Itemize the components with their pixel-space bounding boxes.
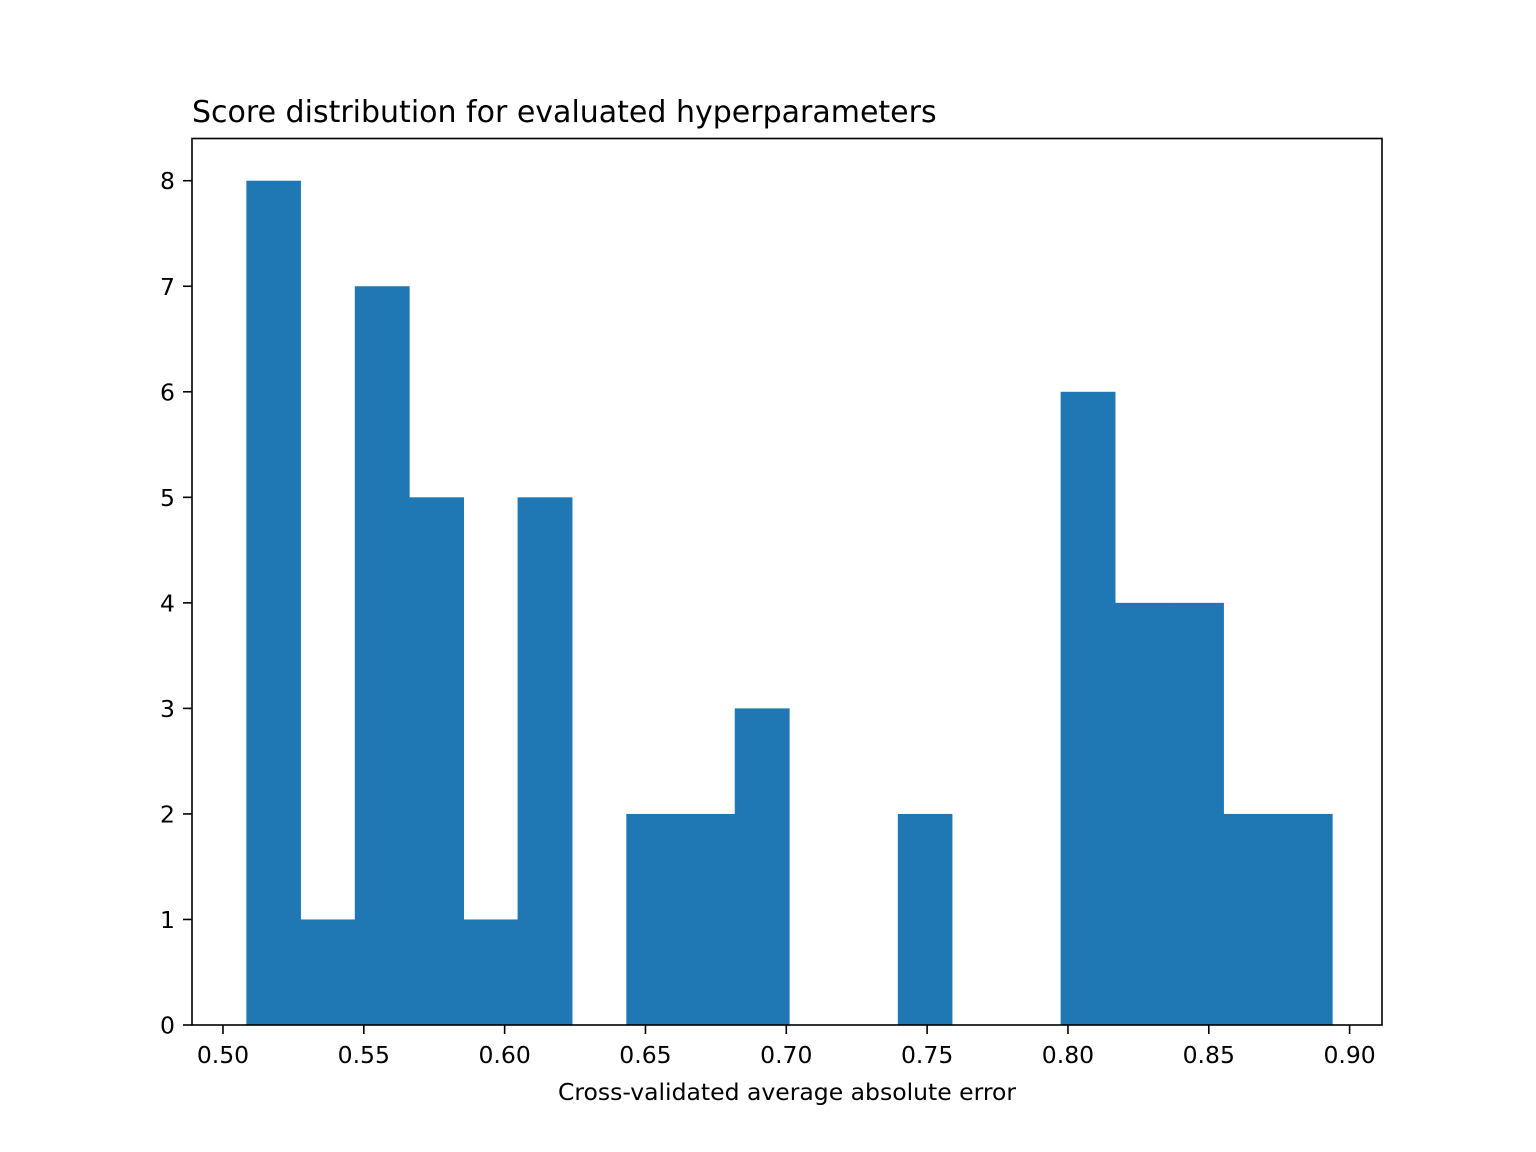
x-tick-label: 0.55	[338, 1041, 390, 1069]
x-tick-label: 0.75	[901, 1041, 953, 1069]
bars-group	[246, 180, 1333, 1025]
y-tick-label: 1	[160, 906, 175, 934]
chart-title: Score distribution for evaluated hyperpa…	[192, 95, 937, 130]
histogram-bar-1	[300, 919, 356, 1025]
x-tick-label: 0.80	[1042, 1041, 1094, 1069]
histogram-bar-19	[1277, 813, 1333, 1025]
x-tick-label: 0.50	[197, 1041, 249, 1069]
histogram-bar-7	[626, 813, 682, 1025]
histogram-bar-18	[1223, 813, 1279, 1025]
y-tick-label: 4	[160, 589, 175, 617]
x-tick-label: 0.60	[478, 1041, 530, 1069]
y-tick-label: 8	[160, 167, 175, 195]
histogram-bar-4	[463, 919, 519, 1025]
y-tick-label: 0	[160, 1012, 175, 1040]
histogram-bar-8	[680, 813, 736, 1025]
y-tick-label: 2	[160, 800, 175, 828]
histogram-bar-9	[734, 708, 790, 1025]
x-tick-label: 0.65	[619, 1041, 671, 1069]
x-tick-label: 0.85	[1183, 1041, 1235, 1069]
y-axis-ticks: 0 1 2 3 4 5 6 7 8	[160, 167, 192, 1040]
histogram-bar-16	[1114, 602, 1170, 1025]
histogram-bar-2	[354, 286, 410, 1025]
x-axis-ticks: 0.50 0.55 0.60 0.65 0.70 0.75 0.80 0.85 0.90	[197, 1025, 1376, 1069]
x-tick-label: 0.90	[1323, 1041, 1375, 1069]
y-tick-label: 7	[160, 273, 175, 301]
x-axis-label: Cross-validated average absolute error	[558, 1078, 1016, 1106]
histogram-bar-17	[1169, 602, 1224, 1025]
histogram-bar-3	[409, 497, 465, 1025]
x-tick-label: 0.70	[760, 1041, 812, 1069]
histogram-bar-0	[246, 180, 301, 1025]
histogram-bar-12	[897, 813, 953, 1025]
histogram-bar-5	[517, 497, 573, 1025]
y-tick-label: 5	[160, 484, 175, 512]
y-tick-label: 3	[160, 695, 175, 723]
histogram-bar-15	[1060, 391, 1116, 1025]
y-tick-label: 6	[160, 378, 175, 406]
